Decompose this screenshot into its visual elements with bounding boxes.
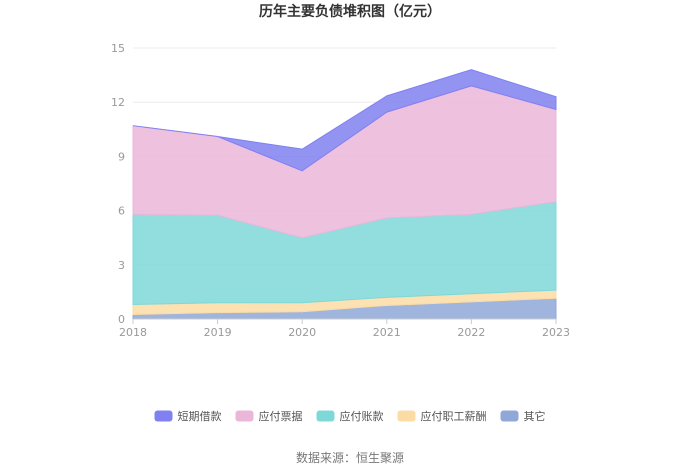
y-tick-label: 3 — [118, 259, 125, 272]
legend: 短期借款 应付票据 应付账款 应付职工薪酬 其它 — [154, 409, 546, 423]
legend-swatch — [154, 410, 173, 422]
y-tick-label: 9 — [118, 150, 125, 163]
y-tick-label: 0 — [118, 313, 125, 326]
area-4 — [132, 69, 557, 172]
x-tick-label: 2023 — [542, 326, 570, 339]
x-tick-label: 2018 — [119, 326, 147, 339]
y-tick-label: 6 — [118, 205, 125, 218]
legend-swatch — [235, 410, 254, 422]
legend-item[interactable]: 应付职工薪酬 — [397, 409, 487, 423]
legend-label: 应付职工薪酬 — [421, 409, 487, 423]
legend-item[interactable]: 应付票据 — [235, 409, 303, 423]
legend-label: 应付账款 — [340, 409, 384, 423]
legend-label: 其它 — [524, 409, 546, 423]
legend-item[interactable]: 其它 — [500, 409, 546, 423]
legend-item[interactable]: 短期借款 — [154, 409, 222, 423]
x-tick-label: 2020 — [288, 326, 316, 339]
area-series — [132, 69, 557, 320]
x-tick-label: 2019 — [204, 326, 232, 339]
x-tick-label: 2022 — [457, 326, 485, 339]
legend-swatch — [316, 410, 335, 422]
legend-swatch — [397, 410, 416, 422]
axes: 0 3 6 9 12 15 2018 2019 2020 2021 2022 2023 — [111, 42, 570, 339]
legend-swatch — [500, 410, 519, 422]
chart-title: 历年主要负债堆积图（亿元） — [259, 3, 441, 20]
legend-item[interactable]: 应付账款 — [316, 409, 384, 423]
legend-label: 短期借款 — [178, 409, 222, 423]
y-tick-label: 12 — [111, 96, 125, 109]
legend-label: 应付票据 — [259, 409, 303, 423]
x-tick-label: 2021 — [373, 326, 401, 339]
data-source: 数据来源：恒生聚源 — [296, 450, 404, 465]
y-tick-label: 15 — [111, 42, 125, 55]
